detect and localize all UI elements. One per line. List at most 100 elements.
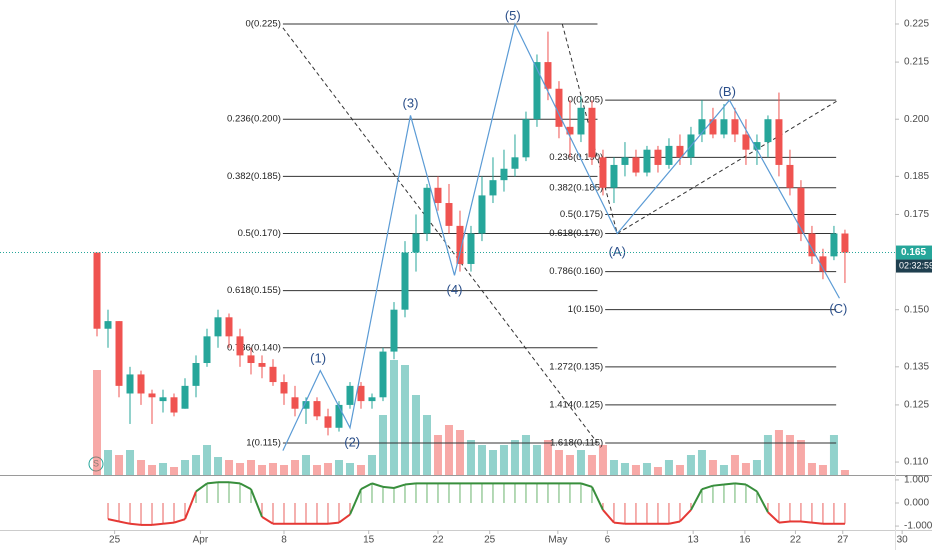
last-price-label: 0.165 <box>901 247 926 258</box>
fib-label: 0(0.225) <box>246 19 281 30</box>
x-tick-label: Apr <box>193 535 209 546</box>
fib-label: 0.618(0.155) <box>227 285 281 296</box>
candle-body <box>368 397 376 402</box>
volume-bar <box>104 450 113 475</box>
osc-line <box>602 509 615 524</box>
y-tick-label: 0.175 <box>904 209 929 220</box>
volume-bar <box>499 445 508 475</box>
osc-line <box>107 518 120 523</box>
volume-bar <box>115 455 124 475</box>
volume-bar <box>290 460 299 475</box>
fib-label: 1.618(0.115) <box>550 438 603 449</box>
candle-body <box>511 157 519 169</box>
osc-line <box>778 520 791 524</box>
candle-body <box>577 107 585 135</box>
osc-line <box>382 485 395 489</box>
osc-line <box>360 482 373 491</box>
volume-bar <box>675 465 684 475</box>
volume-bar <box>323 463 332 475</box>
wave-label: (A) <box>609 244 626 259</box>
last-price-box <box>896 245 932 260</box>
candle-body <box>302 401 310 409</box>
candle-body <box>192 363 200 386</box>
candle-body <box>709 119 717 135</box>
wave-label: (C) <box>829 301 847 316</box>
candle-body <box>841 233 849 253</box>
candle-body <box>632 157 640 173</box>
volume-bar <box>840 470 849 475</box>
volume-bar <box>137 460 146 475</box>
volume-bar <box>598 445 607 475</box>
candle-body <box>654 149 662 165</box>
volume-bar <box>565 455 574 475</box>
fib-label: 0(0.205) <box>568 95 603 106</box>
fib-label: 0.236(0.200) <box>227 114 281 125</box>
fib-label: 0.786(0.140) <box>227 342 281 353</box>
osc-line <box>118 520 131 525</box>
volume-bar <box>554 450 563 475</box>
volume-bar <box>367 455 376 475</box>
y-tick-label: 0.150 <box>904 304 929 315</box>
osc-line <box>195 482 208 493</box>
osc-line <box>239 482 252 491</box>
volume-bar <box>225 460 234 475</box>
candle-body <box>148 393 156 398</box>
y-tick-label: 0.110 <box>904 457 929 468</box>
candle-body <box>456 225 464 264</box>
volume-bar <box>642 463 651 475</box>
osc-line <box>349 488 362 515</box>
candle-body <box>643 149 651 173</box>
candle-body <box>522 119 530 158</box>
volume-bar <box>708 460 717 475</box>
candle-body <box>775 119 783 165</box>
x-tick-label: 25 <box>109 535 121 546</box>
volume-bar <box>279 465 288 475</box>
osc-line <box>591 486 604 511</box>
candle-body <box>159 397 167 402</box>
osc-line <box>712 483 725 487</box>
x-tick-label: 8 <box>281 535 287 546</box>
fib-label: 0.382(0.185) <box>549 182 603 193</box>
candle-body <box>93 252 101 329</box>
osc-line <box>228 481 241 485</box>
fib-label: 0.786(0.160) <box>549 266 603 277</box>
osc-line <box>690 488 703 511</box>
osc-line <box>173 518 186 524</box>
osc-line <box>327 521 340 525</box>
volume-bar <box>301 455 310 475</box>
y-tick-label: 0.200 <box>904 114 929 125</box>
osc-line <box>162 521 175 525</box>
candle-body <box>412 233 420 253</box>
candle-body <box>599 157 607 188</box>
volume-bar <box>356 465 365 475</box>
volume-bar <box>247 460 256 475</box>
volume-bar <box>455 430 464 475</box>
candle-body <box>544 62 552 89</box>
volume-bar <box>796 440 805 475</box>
x-tick-label: 22 <box>790 535 802 546</box>
candle-body <box>797 187 805 234</box>
candle-body <box>346 385 354 405</box>
volume-bar <box>697 450 706 475</box>
osc-line <box>404 482 417 486</box>
candle-body <box>830 233 838 257</box>
y-tick-label: 0.135 <box>904 361 929 372</box>
candle-body <box>170 397 178 413</box>
osc-line <box>129 522 142 526</box>
volume-bar <box>466 440 475 475</box>
candle-body <box>533 62 541 120</box>
volume-bar <box>741 463 750 475</box>
candle-body <box>566 126 574 135</box>
osc-line <box>206 481 219 485</box>
volume-bar <box>785 435 794 475</box>
volume-bar <box>268 463 277 475</box>
osc-line <box>811 521 824 525</box>
trend-line <box>617 99 839 234</box>
osc-line <box>338 513 351 524</box>
candle-body <box>665 145 673 165</box>
fib-label: 1.414(0.125) <box>549 399 603 410</box>
volume-bar <box>148 465 157 475</box>
volume-bar <box>192 455 201 475</box>
countdown-label: 02:32:59 <box>899 260 932 270</box>
